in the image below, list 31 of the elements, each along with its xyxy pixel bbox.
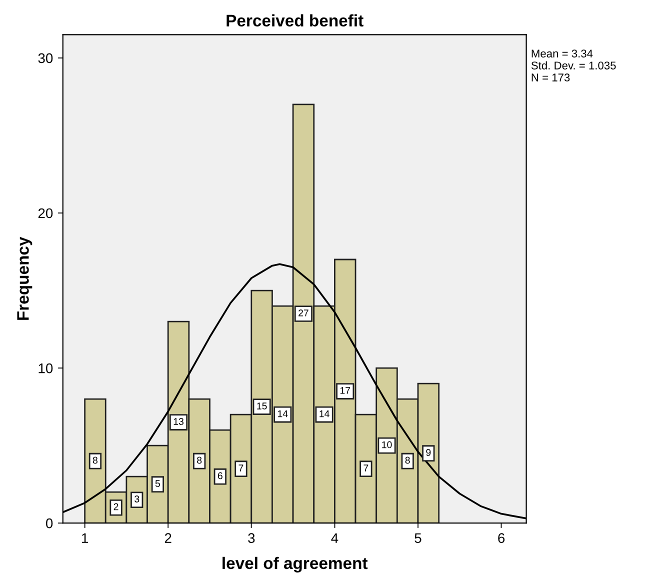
data-label: 7 bbox=[238, 464, 244, 472]
data-label: 7 bbox=[364, 464, 368, 472]
data-label: 9 bbox=[426, 449, 431, 456]
x-tick-label: 4 bbox=[331, 533, 338, 543]
x-tick-label: 3 bbox=[248, 533, 255, 544]
text: Mean = 3.34 Std. Dev. = 1.035 N = 173 bbox=[531, 50, 616, 82]
x-tick-label: 5 bbox=[414, 533, 422, 544]
y-axis-title: Frequency bbox=[17, 236, 32, 320]
data-label: 8 bbox=[197, 456, 202, 464]
data-label: 8 bbox=[405, 456, 410, 464]
data-label: 13 bbox=[174, 418, 184, 425]
data-label: 15 bbox=[257, 402, 267, 410]
y-tick-label: 20 bbox=[38, 208, 53, 218]
x-tick-label: 6 bbox=[498, 533, 505, 544]
data-label: 8 bbox=[92, 456, 98, 464]
y-tick-label: 0 bbox=[46, 518, 53, 528]
x-tick-label: 2 bbox=[164, 533, 172, 543]
data-label: 10 bbox=[382, 441, 392, 448]
y-tick-label: 30 bbox=[38, 53, 53, 64]
x-axis-title: level of agreement bbox=[222, 556, 368, 572]
data-label: 3 bbox=[134, 496, 140, 502]
data-label: 14 bbox=[320, 410, 330, 418]
chart-title: Perceived benefit bbox=[226, 14, 364, 27]
data-label: 5 bbox=[155, 480, 160, 487]
x-tick-label: 1 bbox=[82, 533, 88, 543]
data-label: 14 bbox=[278, 410, 288, 418]
data-label: 27 bbox=[298, 309, 308, 316]
data-label: 6 bbox=[218, 472, 222, 480]
y-tick-label: 10 bbox=[38, 363, 53, 374]
data-label: 2 bbox=[114, 503, 118, 510]
data-label: 17 bbox=[340, 387, 350, 394]
